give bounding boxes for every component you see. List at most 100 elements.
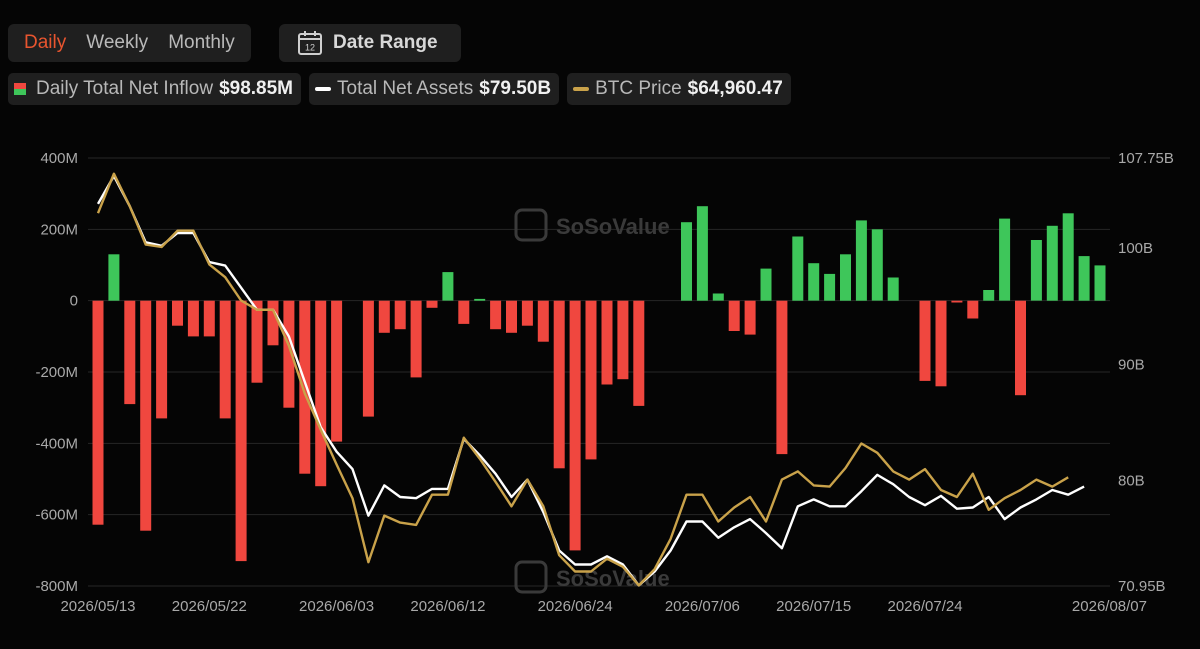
inflow-bar (776, 300, 788, 455)
inflow-bar (999, 218, 1011, 301)
inflow-bar (219, 300, 231, 419)
legend: Daily Total Net Inflow $98.85M Total Net… (8, 73, 791, 105)
inflow-bar (490, 300, 502, 330)
legend-item-net-assets[interactable]: Total Net Assets $79.50B (309, 73, 560, 105)
inflow-bar (696, 206, 708, 301)
inflow-bar (553, 300, 565, 469)
inflow-bar (203, 300, 215, 337)
calendar-icon: 12 (298, 31, 322, 55)
inflow-bar (824, 273, 836, 301)
inflow-bar (267, 300, 279, 346)
inflow-bar (1062, 213, 1074, 301)
x-tick-label: 2026/07/06 (665, 598, 740, 615)
inflow-bar (140, 300, 152, 531)
tab-monthly[interactable]: Monthly (168, 32, 235, 53)
inflow-bar (378, 300, 390, 333)
inflow-bar (760, 268, 772, 301)
inflow-bar (633, 300, 645, 406)
inflow-bar (410, 300, 422, 378)
date-range-label: Date Range (333, 32, 438, 53)
x-tick-label: 2026/05/13 (60, 598, 135, 615)
inflow-bar (394, 300, 406, 330)
y-left-tick-label: 400M (40, 150, 78, 167)
inflow-bar (187, 300, 199, 337)
inflow-bar (331, 300, 343, 442)
x-tick-label: 2026/05/22 (172, 598, 247, 615)
btc-price-swatch-icon (573, 87, 590, 91)
legend-value: $98.85M (219, 78, 294, 99)
inflow-bar (458, 300, 470, 324)
legend-label: Total Net Assets (337, 78, 474, 99)
inflow-bar (92, 300, 104, 525)
inflow-bar (362, 300, 374, 417)
tab-daily[interactable]: Daily (24, 32, 67, 53)
inflow-bar (967, 300, 979, 319)
net-assets-swatch-icon (315, 87, 332, 91)
inflow-bar (617, 300, 629, 380)
y-right-tick-label: 107.75B (1118, 150, 1174, 167)
interval-tabs: Daily Weekly Monthly (8, 24, 251, 62)
watermark-logo-icon (514, 208, 548, 242)
inflow-bar (681, 222, 692, 301)
x-tick-label: 2026/07/15 (776, 598, 851, 615)
inflow-bar (521, 300, 533, 326)
inflow-bar (1046, 225, 1058, 301)
inflow-bar (887, 277, 899, 301)
y-left-tick-label: 0 (70, 293, 78, 310)
etf-flow-chart: 400M 200M 0 -200M -400M -600M -800M 107.75B 100B… (35, 150, 1174, 615)
inflow-bar (1078, 256, 1090, 301)
x-tick-label: 2026/08/07 (1072, 598, 1147, 615)
inflow-bar (124, 300, 136, 405)
inflow-bar (537, 300, 549, 342)
inflow-bar (840, 254, 851, 301)
y-left-tick-label: 200M (40, 221, 78, 238)
y-left-tick-label: -400M (35, 435, 78, 452)
legend-item-btc-price[interactable]: BTC Price $64,960.47 (567, 73, 791, 105)
inflow-bar (585, 300, 597, 460)
y-right-tick-label: 70.95B (1118, 578, 1166, 595)
y-left-tick-label: -800M (35, 578, 78, 595)
inflow-bar (172, 300, 183, 326)
y-right-tick-label: 100B (1118, 240, 1153, 257)
inflow-bar (792, 236, 804, 301)
inflow-bar (808, 263, 820, 301)
inflow-bar (919, 300, 931, 381)
inflow-bar (569, 300, 581, 551)
inflow-bar (156, 300, 168, 419)
calendar-day: 12 (305, 43, 315, 53)
inflow-swatch-icon (14, 83, 26, 95)
inflow-bar (442, 272, 454, 301)
y-left-tick-label: -600M (35, 507, 78, 524)
inflow-bar (951, 300, 963, 303)
tab-weekly[interactable]: Weekly (86, 32, 149, 53)
inflow-bar (1094, 265, 1106, 301)
inflow-bar (728, 300, 740, 331)
inflow-bar (601, 300, 613, 385)
inflow-bar (506, 300, 517, 333)
watermark: SoSoValue (514, 208, 670, 242)
watermark-logo-icon (514, 560, 548, 594)
inflow-bar (108, 254, 120, 301)
inflow-bar (283, 300, 295, 408)
watermark-text: SoSoValue (556, 214, 670, 239)
x-tick-label: 2026/06/03 (299, 598, 374, 615)
inflow-bar (744, 300, 756, 335)
date-range-button[interactable]: 12 Date Range (279, 24, 461, 62)
y-right-tick-label: 90B (1118, 356, 1145, 373)
inflow-bar (871, 229, 883, 301)
inflow-bar (315, 300, 327, 487)
btc-price-line (96, 172, 1069, 587)
legend-label: BTC Price (595, 78, 682, 99)
inflow-bar (855, 220, 867, 301)
legend-item-net-inflow[interactable]: Daily Total Net Inflow $98.85M (8, 73, 302, 105)
inflow-bar (426, 300, 438, 308)
legend-label: Daily Total Net Inflow (36, 78, 214, 99)
inflow-bar (712, 293, 724, 301)
legend-value: $64,960.47 (687, 78, 783, 99)
inflow-bar (935, 300, 947, 387)
x-tick-label: 2026/06/12 (410, 598, 485, 615)
x-tick-label: 2026/07/24 (888, 598, 963, 615)
inflow-bar (299, 300, 311, 474)
inflow-bar (474, 298, 486, 301)
inflow-bar (251, 300, 263, 383)
